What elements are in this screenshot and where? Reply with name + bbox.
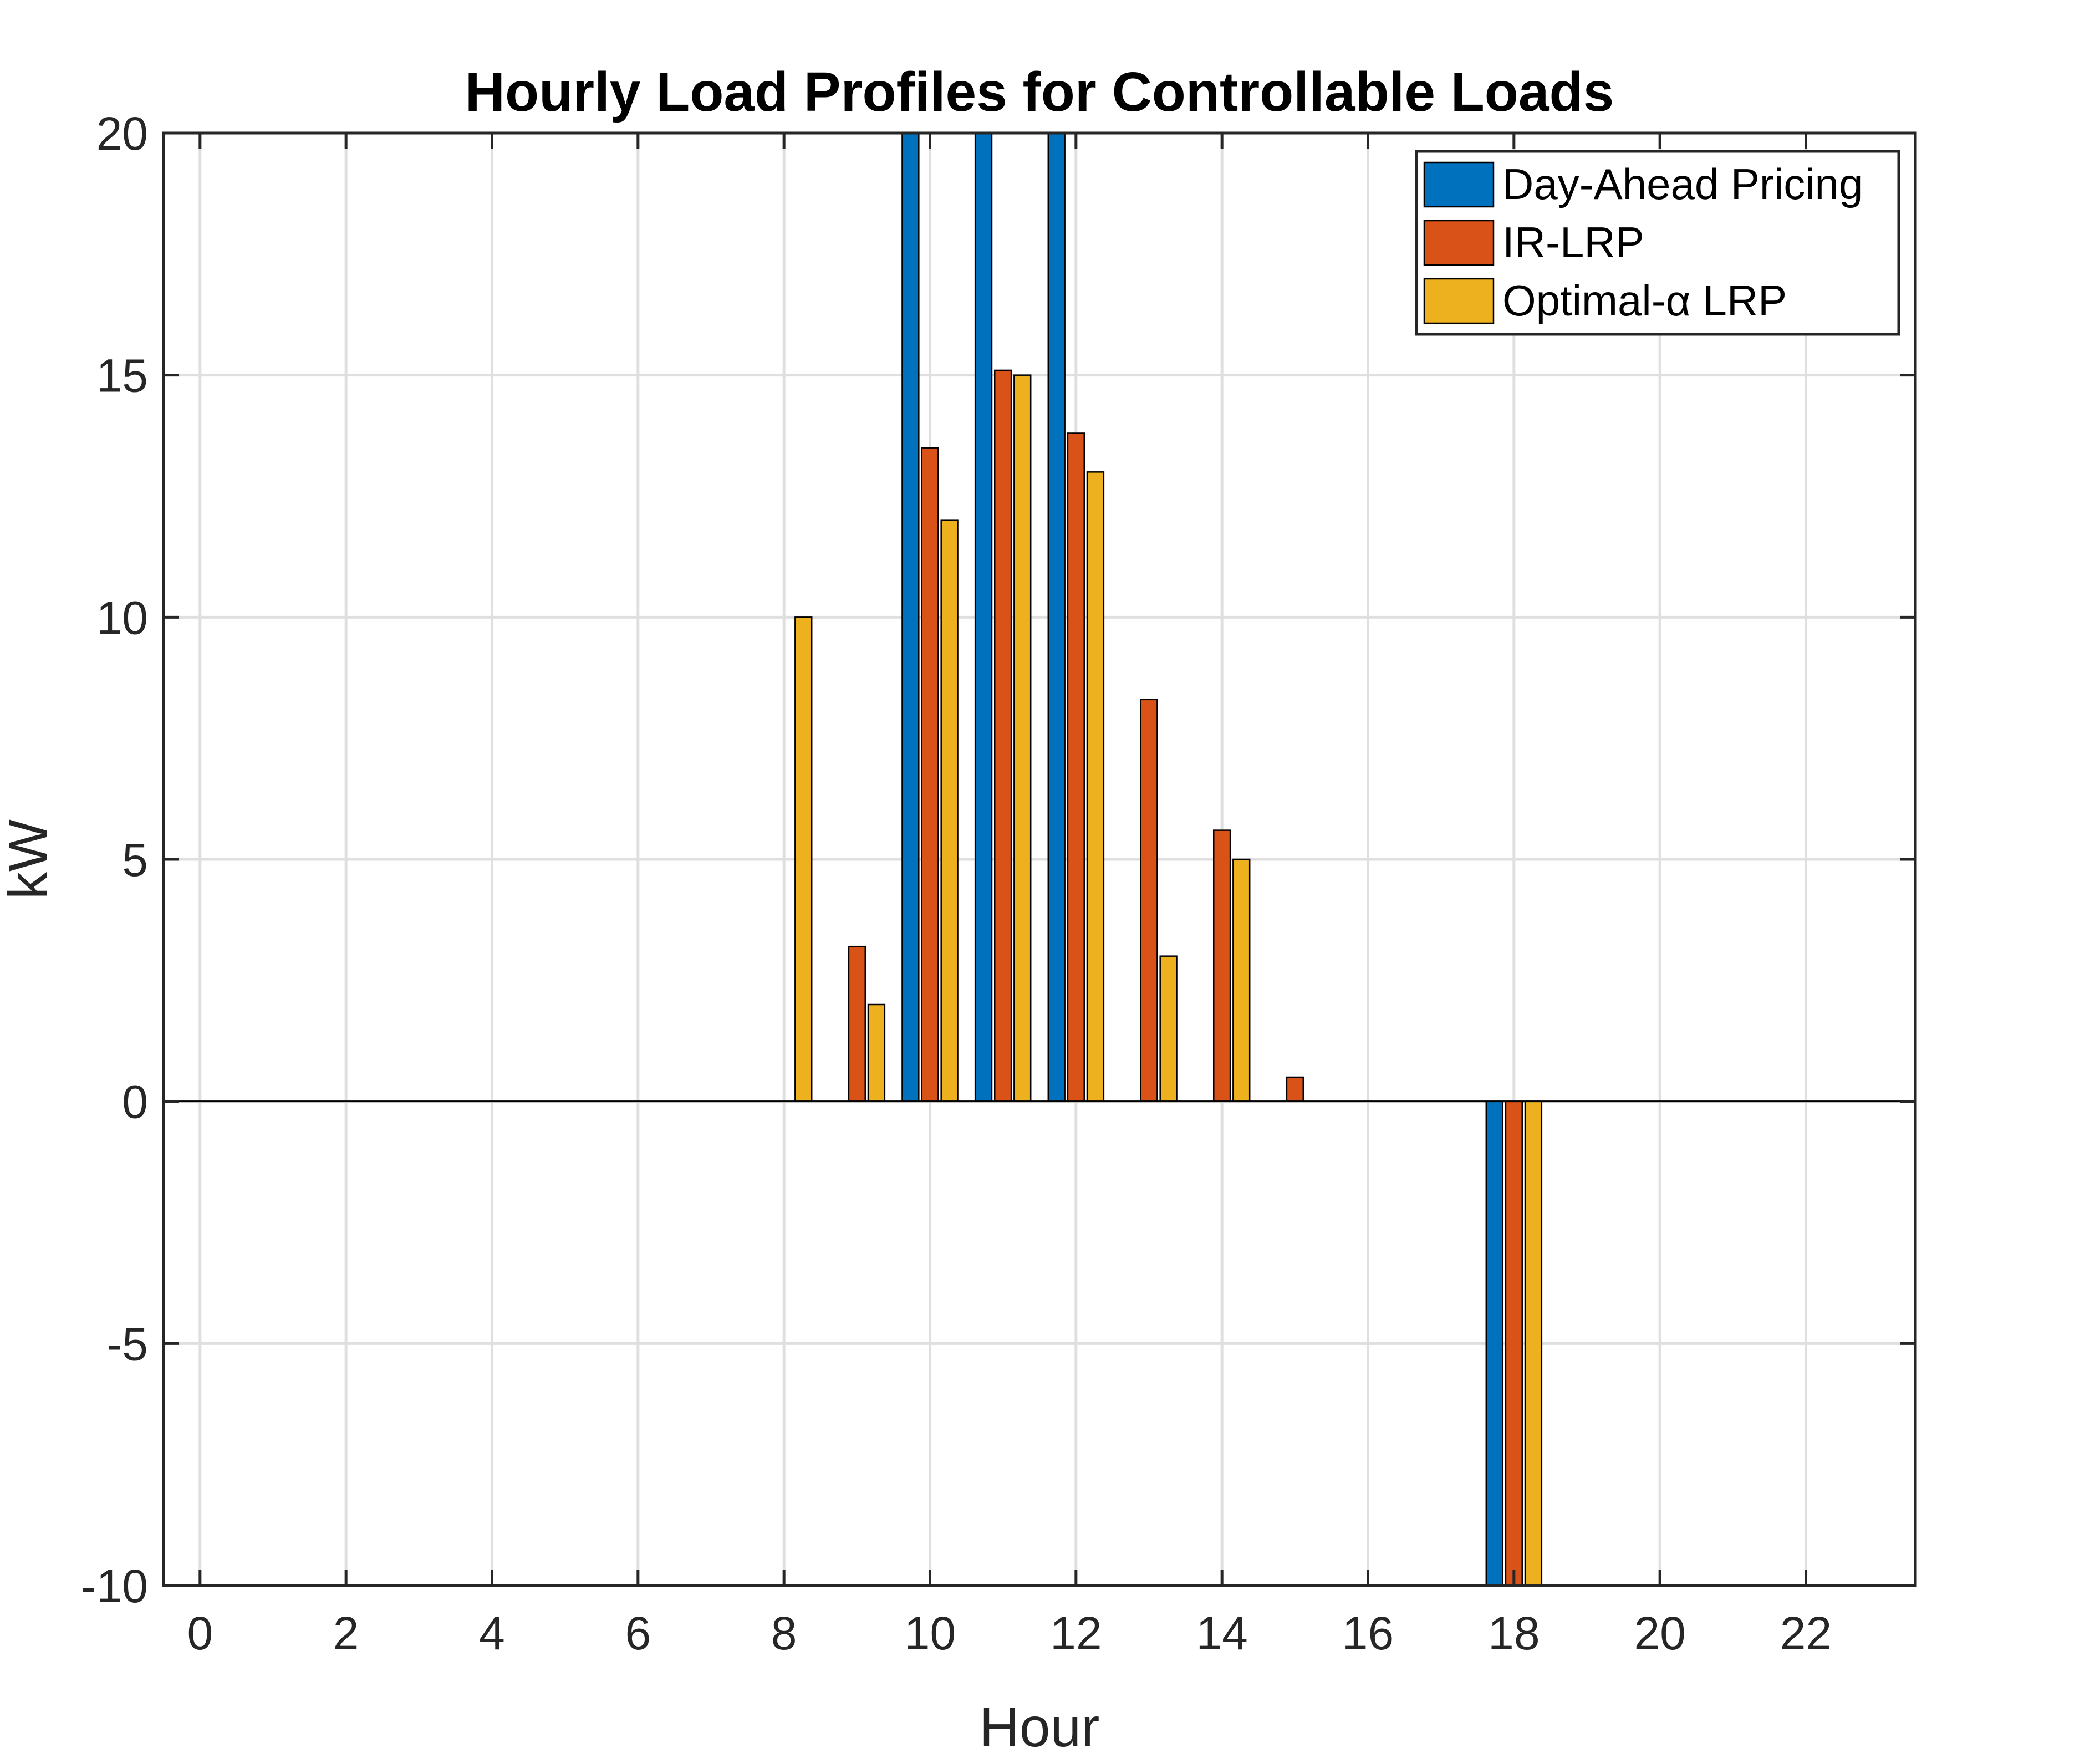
legend-swatch <box>1423 161 1495 208</box>
y-axis-label: kW <box>0 819 59 899</box>
y-tick-label: 15 <box>96 350 148 402</box>
bar-1-11 <box>993 369 1012 1102</box>
bar-2-13 <box>1159 955 1178 1102</box>
bar-1-9 <box>848 945 866 1102</box>
y-tick-labels: -10 -5 0 5 10 15 20 <box>81 108 148 1612</box>
legend-entry-label: Optimal-α LRP <box>1502 276 1787 325</box>
x-tick-label: 0 <box>187 1607 213 1659</box>
legend-box <box>1415 150 1900 336</box>
bar-2-10 <box>940 519 959 1102</box>
bar-0-11 <box>974 132 993 1102</box>
x-tick-labels: 0 2 4 6 8 10 12 14 16 18 20 22 <box>187 1607 1832 1659</box>
axes-box <box>162 131 1917 1587</box>
bar-1-14 <box>1212 829 1231 1102</box>
legend-entry-label: Day-Ahead Pricing <box>1502 160 1863 208</box>
y-tick-label: -10 <box>81 1560 148 1612</box>
y-tick-label: 10 <box>96 592 148 644</box>
legend-swatch <box>1423 220 1495 266</box>
bar-0-10 <box>901 132 920 1102</box>
x-tick-label: 10 <box>904 1607 956 1659</box>
bar-2-8 <box>794 616 813 1102</box>
bar-1-10 <box>921 447 939 1102</box>
legend: Day-Ahead Pricing IR-LRP Optimal-α LRP <box>1415 150 1900 336</box>
bars-group <box>794 132 1543 1587</box>
bar-2-9 <box>867 1003 886 1102</box>
y-tick-label: 20 <box>96 108 148 160</box>
bar-1-15 <box>1286 1076 1304 1102</box>
legend-entry-label: IR-LRP <box>1502 218 1644 267</box>
x-tick-label: 20 <box>1634 1607 1685 1659</box>
legend-swatch <box>1423 278 1495 324</box>
bar-1-12 <box>1067 432 1085 1102</box>
bar-0-12 <box>1047 132 1066 1102</box>
x-tick-label: 8 <box>771 1607 797 1659</box>
bar-1-13 <box>1140 699 1158 1102</box>
y-tick-label: -5 <box>106 1318 148 1370</box>
bar-2-18 <box>1524 1100 1543 1587</box>
x-tick-label: 2 <box>333 1607 359 1659</box>
x-tick-label: 6 <box>625 1607 651 1659</box>
axes-frame <box>162 131 1917 1587</box>
bar-0-18 <box>1485 1100 1503 1587</box>
x-tick-label: 22 <box>1780 1607 1832 1659</box>
x-tick-label: 16 <box>1342 1607 1394 1659</box>
bar-2-14 <box>1232 858 1251 1102</box>
x-tick-label: 18 <box>1488 1607 1540 1659</box>
chart-title: Hourly Load Profiles for Controllable Lo… <box>465 61 1614 123</box>
x-tick-label: 12 <box>1050 1607 1102 1659</box>
x-axis-label: Hour <box>980 1696 1100 1758</box>
bar-1-18 <box>1505 1100 1523 1587</box>
x-tick-label: 14 <box>1196 1607 1247 1659</box>
bar-2-12 <box>1086 471 1105 1102</box>
bar-2-11 <box>1013 374 1032 1102</box>
y-tick-label: 0 <box>122 1076 148 1128</box>
y-tick-label: 5 <box>122 834 148 886</box>
x-tick-label: 4 <box>479 1607 505 1659</box>
